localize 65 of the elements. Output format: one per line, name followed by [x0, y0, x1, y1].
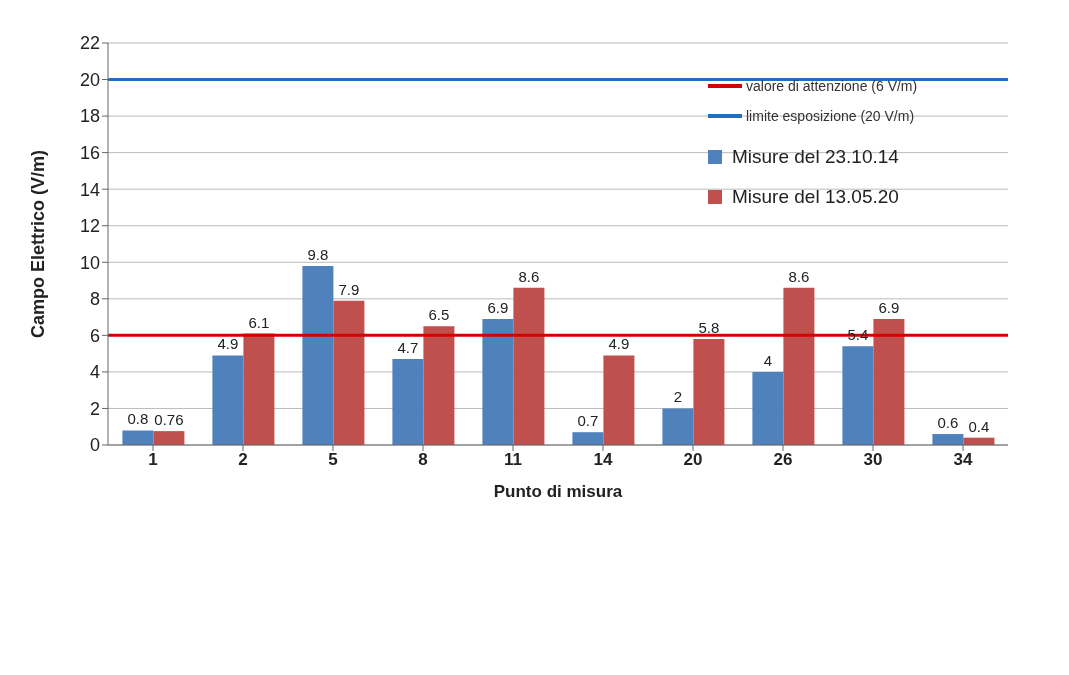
bar: [752, 371, 784, 445]
legend-label: limite esposizione (20 V/m): [746, 108, 915, 124]
y-tick-label: 0: [89, 435, 100, 456]
y-axis-title: Campo Elettrico (V/m): [28, 149, 49, 339]
data-label: 6.1: [248, 313, 270, 331]
bar: [662, 408, 694, 445]
bar: [693, 339, 725, 445]
y-tick-label: 12: [79, 216, 100, 237]
y-tick-label: 10: [79, 252, 100, 273]
x-tick-label: 8: [418, 450, 428, 470]
y-tick-label: 6: [89, 325, 100, 346]
x-tick-label: 34: [953, 450, 973, 470]
bar: [932, 434, 964, 445]
y-tick-label: 16: [79, 143, 100, 164]
data-label: 5.8: [698, 319, 720, 337]
y-tick-label: 14: [79, 179, 100, 200]
x-tick-label: 26: [773, 450, 793, 470]
bar: [392, 359, 424, 445]
data-label: 9.8: [307, 245, 329, 263]
bar: [333, 300, 365, 445]
bar: [513, 287, 545, 445]
data-label: 0.8: [127, 410, 149, 428]
legend-label: valore di attenzione (6 V/m): [746, 78, 918, 94]
data-label: 8.6: [518, 267, 540, 285]
bar: [572, 432, 604, 445]
y-tick-label: 4: [89, 362, 100, 383]
y-tick-label: 18: [79, 106, 100, 127]
x-tick-label: 1: [148, 450, 158, 470]
x-tick-label: 2: [238, 450, 248, 470]
legend-label: Misure del 13.05.20: [732, 186, 899, 208]
x-axis-title: Punto di misura: [493, 482, 623, 501]
data-label: 4.9: [608, 335, 630, 353]
data-label: 2: [673, 388, 683, 406]
bar: [212, 355, 244, 445]
data-label: 0.4: [968, 417, 990, 435]
bar: [842, 346, 874, 445]
x-tick-label: 30: [863, 450, 883, 470]
bar: [603, 355, 635, 445]
y-tick-label: 20: [79, 69, 100, 90]
data-label: 0.6: [937, 414, 959, 432]
data-label: 0.7: [577, 412, 599, 430]
x-tick-label: 20: [683, 450, 703, 470]
bar: [873, 318, 905, 445]
legend-label: Misure del 23.10.14: [732, 146, 899, 168]
bar: [122, 430, 154, 445]
y-tick-label: 22: [79, 33, 100, 54]
bar: [482, 318, 514, 445]
bar: [302, 265, 334, 445]
y-tick-label: 8: [89, 289, 100, 310]
data-label: 7.9: [338, 280, 360, 298]
data-label: 6.5: [428, 306, 450, 324]
y-tick-label: 2: [89, 398, 100, 419]
data-label: 0.76: [154, 411, 184, 429]
bar: [423, 326, 455, 445]
bar: [153, 431, 185, 445]
data-label: 6.9: [487, 298, 509, 316]
data-label: 8.6: [788, 267, 810, 285]
x-tick-label: 5: [328, 450, 338, 470]
x-tick-label: 14: [593, 450, 613, 470]
data-label: 6.9: [878, 298, 900, 316]
x-tick-label: 11: [504, 450, 522, 470]
bar: [783, 287, 815, 445]
data-label: 4.7: [397, 339, 419, 357]
data-label: 4: [763, 351, 773, 369]
data-label: 4.9: [217, 335, 239, 353]
